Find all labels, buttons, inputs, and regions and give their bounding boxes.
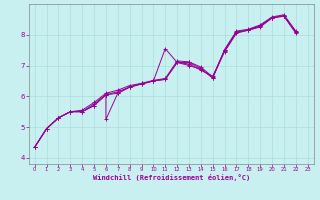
X-axis label: Windchill (Refroidissement éolien,°C): Windchill (Refroidissement éolien,°C)	[92, 174, 250, 181]
